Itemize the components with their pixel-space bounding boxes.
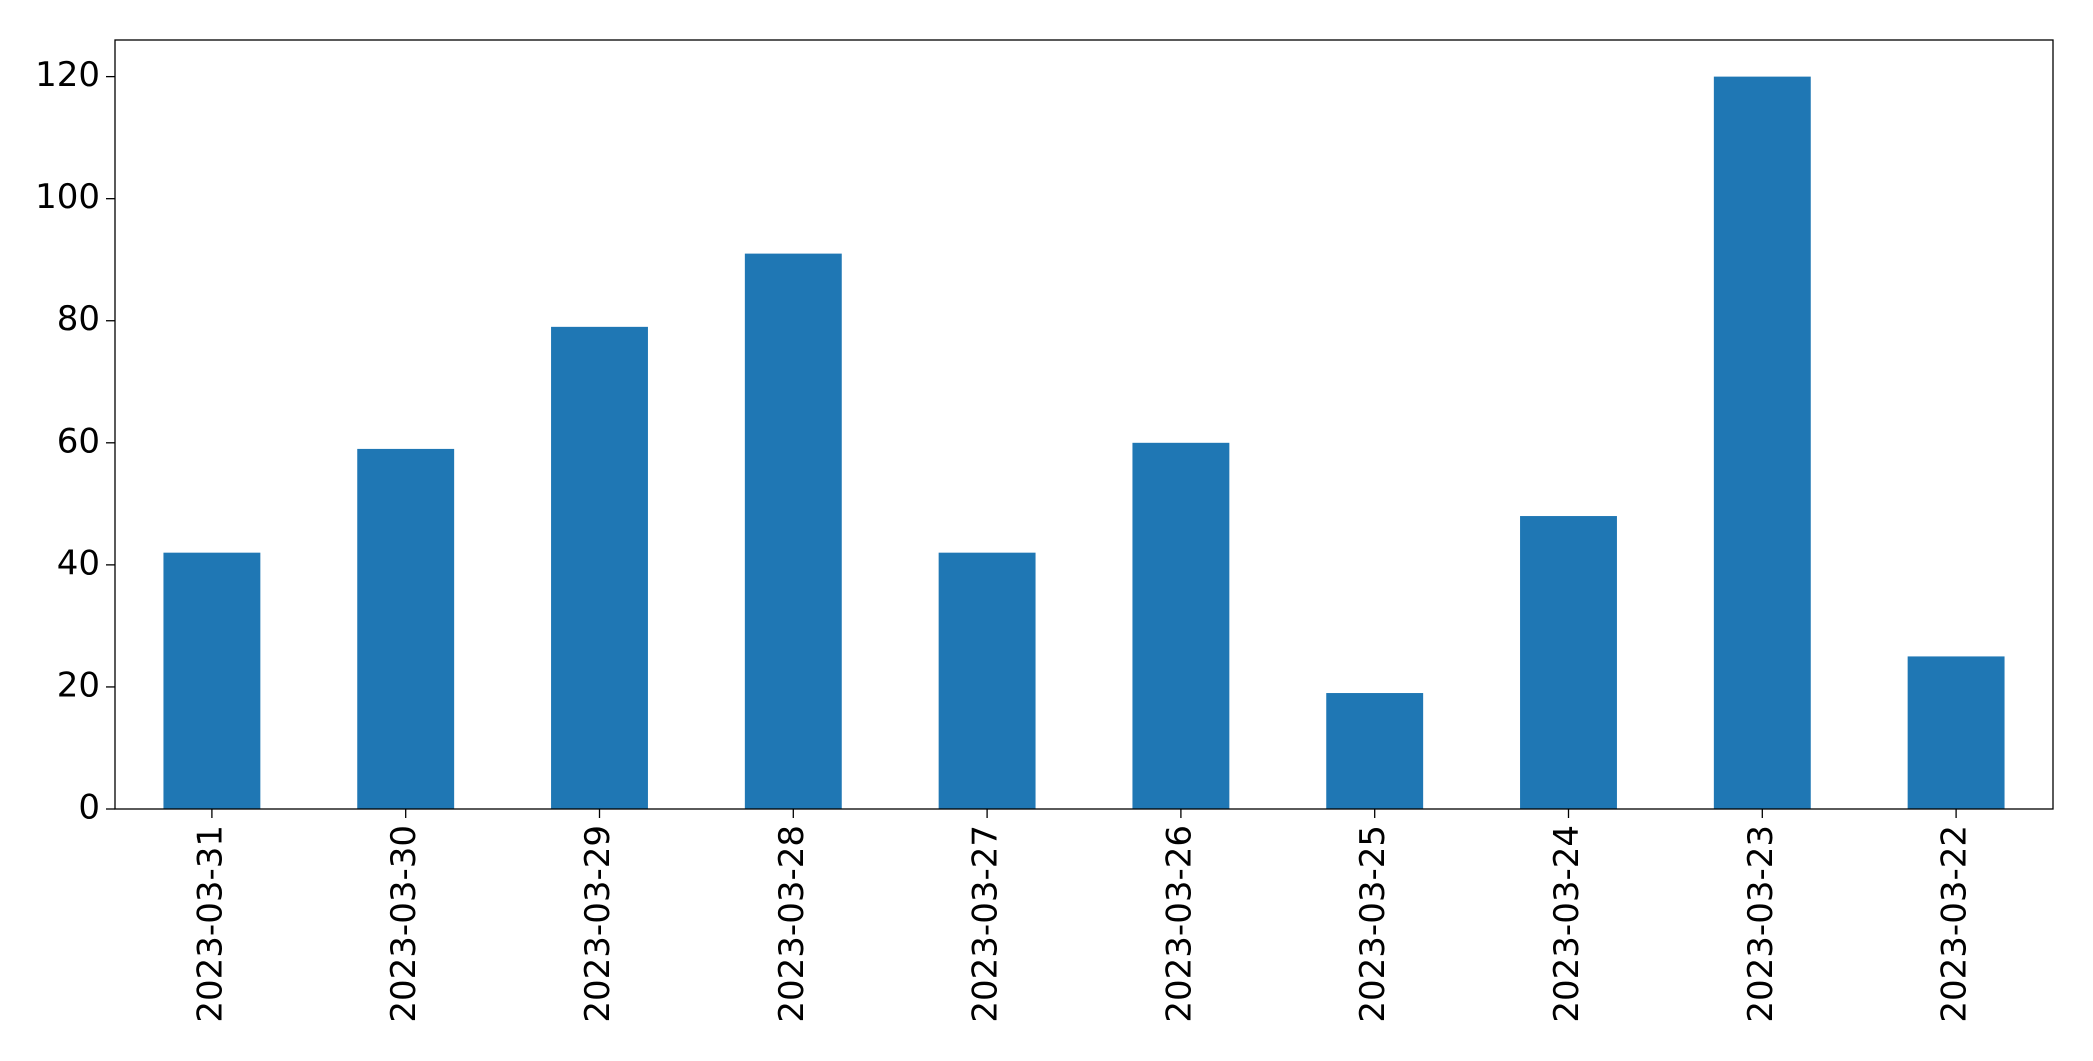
bar xyxy=(744,253,842,810)
x-tick-label: 2023-03-25 xyxy=(1353,825,1393,1023)
y-tick-label: 40 xyxy=(57,543,100,583)
bar xyxy=(1907,656,2005,809)
y-tick-label: 100 xyxy=(35,177,100,217)
x-tick-label: 2023-03-28 xyxy=(772,825,812,1023)
bar xyxy=(938,552,1036,809)
bar xyxy=(1520,516,1617,809)
x-tick-label: 2023-03-24 xyxy=(1547,825,1587,1023)
y-tick-label: 20 xyxy=(57,665,100,705)
x-tick-label: 2023-03-29 xyxy=(578,825,618,1023)
bar xyxy=(1326,693,1424,809)
x-tick-label: 2023-03-22 xyxy=(1935,825,1975,1023)
bar xyxy=(357,448,455,809)
y-tick-label: 60 xyxy=(57,421,100,461)
x-tick-label: 2023-03-31 xyxy=(190,825,230,1023)
x-tick-label: 2023-03-27 xyxy=(966,825,1006,1023)
y-tick-label: 120 xyxy=(35,55,100,95)
bar xyxy=(163,552,261,809)
x-tick-label: 2023-03-26 xyxy=(1159,825,1199,1023)
bar xyxy=(551,326,648,809)
x-tick-label: 2023-03-30 xyxy=(384,825,424,1023)
bar xyxy=(1132,442,1230,809)
y-tick-label: 80 xyxy=(57,299,100,339)
bar xyxy=(1713,76,1811,810)
x-tick-label: 2023-03-23 xyxy=(1741,825,1781,1023)
y-tick-label: 0 xyxy=(78,788,100,828)
plot-frame xyxy=(114,39,2054,810)
